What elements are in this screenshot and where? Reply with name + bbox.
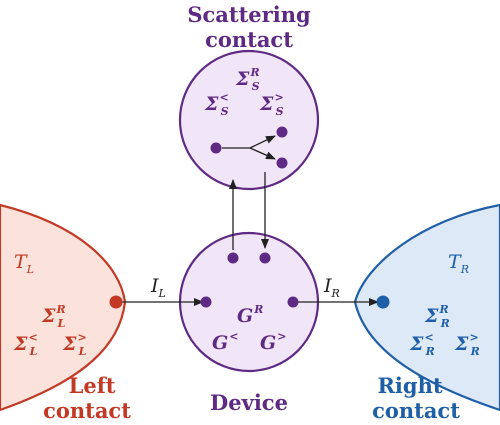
right-sigma-r: ΣR R: [424, 303, 450, 330]
right-sigma-greater: Σ> R: [454, 331, 480, 358]
device-title: Device: [210, 390, 288, 415]
left-temperature: TL: [14, 251, 34, 276]
device-dot-top-left: [227, 252, 239, 264]
right-temperature: TR: [448, 251, 469, 276]
right-title-line2: contact: [372, 398, 460, 423]
scattering-dot-out-bottom: [276, 157, 288, 169]
left-sigma-r: ΣR L: [41, 303, 66, 330]
scattering-dot-out-top: [276, 126, 288, 138]
scattering-dot-in: [210, 142, 222, 154]
right-current-label: IR: [323, 275, 340, 300]
device-g-greater: G>: [260, 330, 286, 354]
scattering-title-line1: Scattering: [187, 2, 311, 27]
scattering-arrow-up: [249, 135, 276, 149]
right-title-line1: Right: [377, 373, 442, 398]
right-contact-dot: [376, 295, 390, 309]
left-current-label: IL: [150, 275, 166, 300]
scattering-sigma-less: Σ< S: [204, 91, 229, 118]
device-dot-right: [287, 296, 299, 308]
left-contact-dot: [109, 295, 123, 309]
right-sigma-less: Σ< R: [409, 331, 435, 358]
device-dot-top-right: [259, 252, 271, 264]
left-title-line1: Left: [69, 373, 116, 398]
scattering-sigma-greater: Σ> S: [259, 91, 284, 118]
scattering-title-line2: contact: [205, 27, 293, 52]
scattering-sigma-r: ΣR S: [235, 66, 260, 93]
scattering-contact-circle: [178, 49, 320, 191]
left-sigma-greater: Σ> L: [62, 331, 87, 358]
device-g-r: GR: [237, 303, 263, 327]
device-g-less: G<: [212, 330, 238, 354]
left-title-line2: contact: [43, 398, 131, 423]
device-dot-left: [200, 296, 212, 308]
left-sigma-less: Σ< L: [13, 331, 38, 358]
scattering-arrow-down: [249, 147, 276, 160]
